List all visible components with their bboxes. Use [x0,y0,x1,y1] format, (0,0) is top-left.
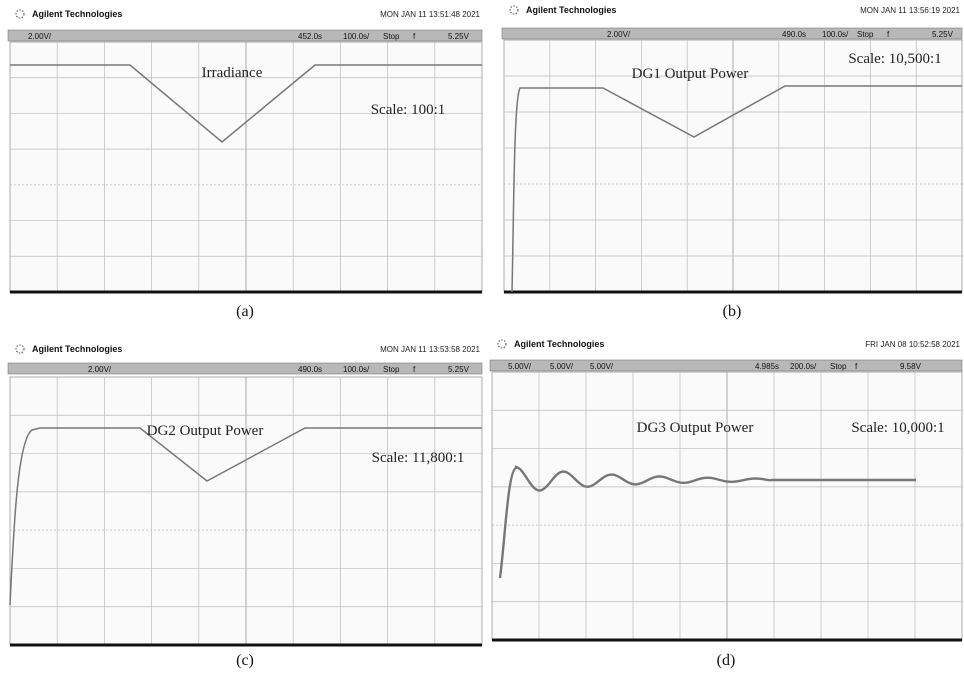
trace-title: DG3 Output Power [637,420,754,436]
caption: (b) [723,303,742,320]
status-field: 490.0s [298,365,322,374]
timestamp: MON JAN 11 13:51:48 2021 [380,10,480,19]
status-field: 490.0s [782,30,806,39]
brand: Agilent Technologies [32,9,122,19]
figure: Agilent Technologies MON JAN 11 13:51:48 … [0,0,964,677]
status-field: 2.00V/ [88,365,112,374]
status-field: 5.00V/ [590,362,614,371]
brand-logo [16,345,24,353]
scale-label: Scale: 10,000:1 [851,420,944,436]
status-field: 2.00V/ [28,32,52,41]
status-field: 452.0s [298,32,322,41]
scope-panel: Agilent Technologies MON JAN 11 13:53:58 … [8,344,482,669]
status-field: 2.00V/ [607,30,631,39]
brand-logo [498,340,506,348]
status-field: 9.58V [900,362,922,371]
trace-title: Irradiance [202,65,263,81]
status-field: Stop [830,362,847,371]
scope-panel: Agilent Technologies FRI JAN 08 10:52:58 … [490,339,962,669]
status-field: 5.00V/ [550,362,574,371]
scale-label: Scale: 10,500:1 [848,51,941,67]
brand: Agilent Technologies [32,344,122,354]
status-field: 100.0s/ [822,30,849,39]
status-field: Stop [857,30,874,39]
status-field: Stop [383,365,400,374]
scope-panel: Agilent Technologies MON JAN 11 13:56:19 … [502,5,962,320]
timestamp: MON JAN 11 13:53:58 2021 [380,345,480,354]
caption: (a) [236,303,254,320]
timestamp: MON JAN 11 13:56:19 2021 [860,6,960,15]
status-field: 5.25V [448,32,470,41]
timestamp: FRI JAN 08 10:52:58 2021 [865,340,960,349]
status-bar [8,363,482,374]
caption: (c) [236,652,254,669]
scope-panel: Agilent Technologies MON JAN 11 13:51:48 … [8,9,482,320]
scale-label: Scale: 11,800:1 [372,450,465,466]
status-field: Stop [383,32,400,41]
status-field: 100.0s/ [343,365,370,374]
status-field: 5.25V [448,365,470,374]
status-field: 4.985s [755,362,779,371]
caption: (d) [717,652,736,669]
status-bar [8,30,482,41]
status-field: 200.0s/ [790,362,817,371]
brand: Agilent Technologies [526,5,616,15]
status-bar [502,28,962,39]
status-field: 5.00V/ [508,362,532,371]
status-field: 5.25V [932,30,954,39]
brand: Agilent Technologies [514,339,604,349]
status-field: 100.0s/ [343,32,370,41]
brand-logo [510,6,518,14]
trace-title: DG2 Output Power [147,423,264,439]
scale-label: Scale: 100:1 [371,102,446,118]
brand-logo [16,10,24,18]
trace-title: DG1 Output Power [632,66,749,82]
